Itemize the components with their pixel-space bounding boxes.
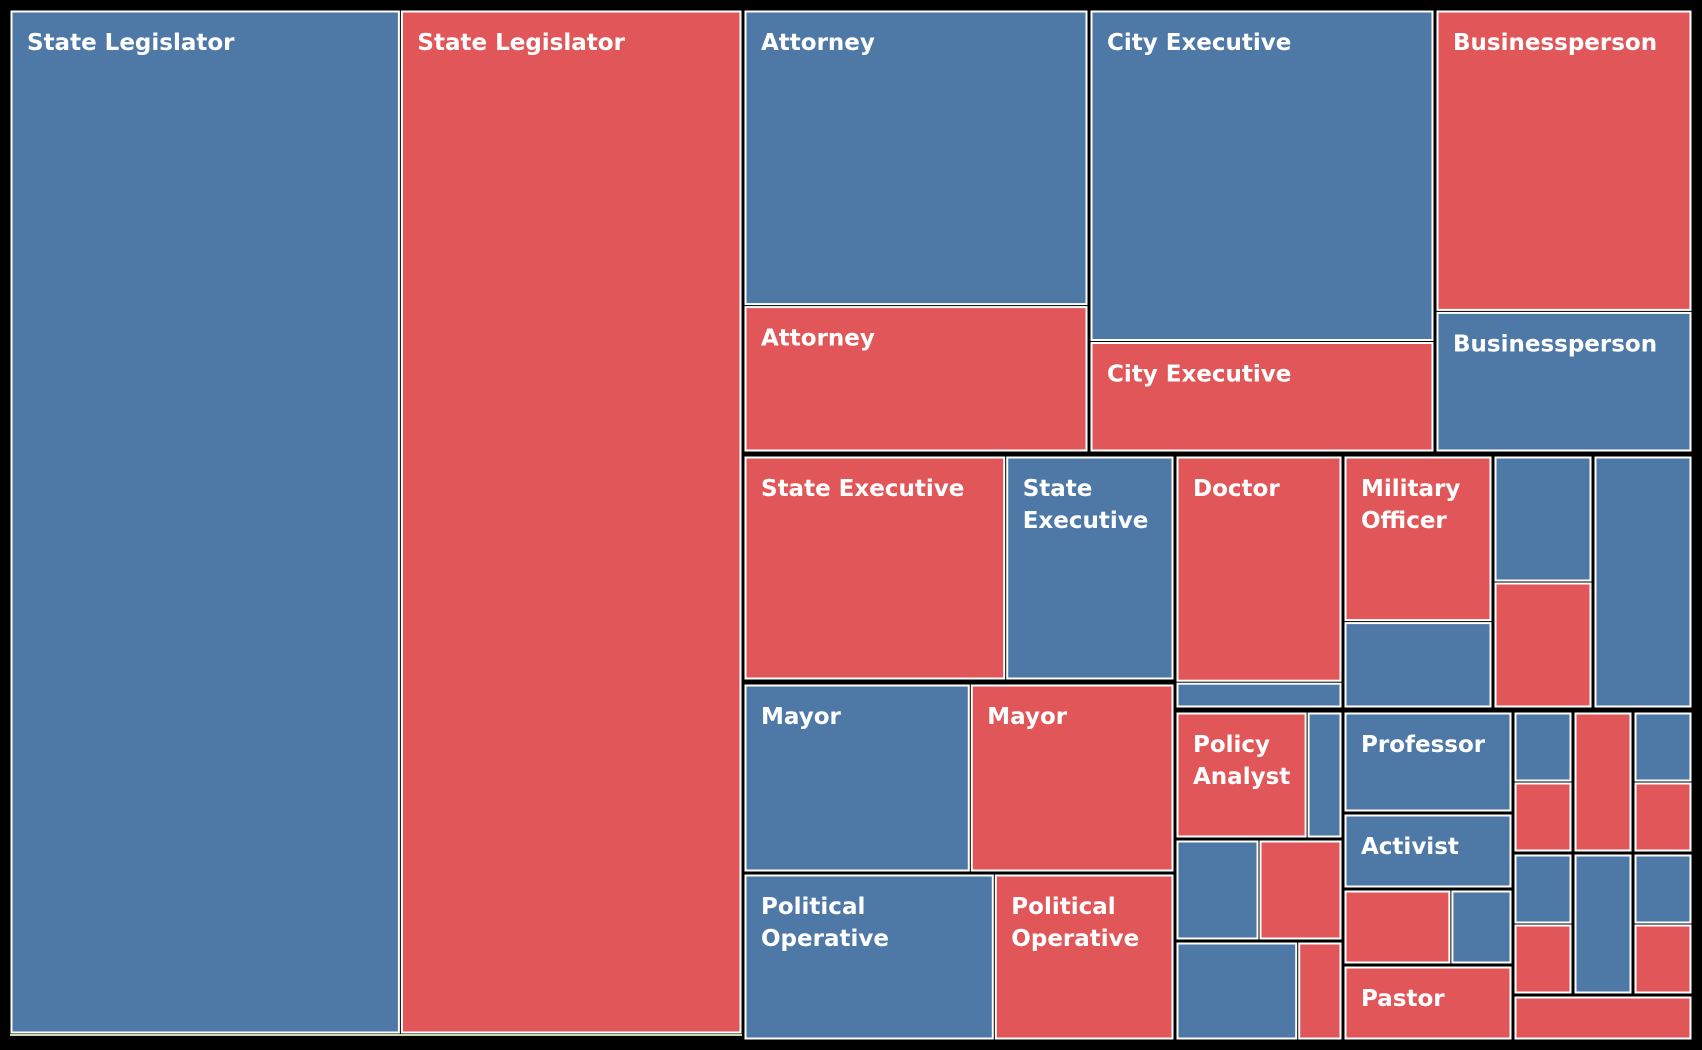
treemap-tile-unlabeled-blue[interactable] bbox=[1451, 890, 1512, 964]
treemap-tile-unlabeled-blue[interactable] bbox=[1574, 854, 1632, 994]
treemap-tile-label: Political Operative bbox=[1011, 894, 1139, 952]
treemap-tile-unlabeled-red[interactable] bbox=[1259, 840, 1342, 940]
treemap-tile-doctor-red[interactable] bbox=[1176, 456, 1342, 682]
treemap-tile-label: Attorney bbox=[761, 326, 875, 352]
treemap-tile-unlabeled-blue[interactable] bbox=[1514, 712, 1572, 782]
treemap-tile-label: State Executive bbox=[761, 476, 964, 502]
treemap-tile-city-executive-blue[interactable] bbox=[1090, 10, 1434, 341]
treemap-tile-mayor-blue[interactable] bbox=[744, 684, 970, 872]
treemap-tile-unlabeled-blue[interactable] bbox=[1494, 456, 1592, 582]
treemap-tile-label: Activist bbox=[1361, 834, 1459, 860]
treemap-tile-label: Professor bbox=[1361, 732, 1486, 758]
treemap-tile-label: State Legislator bbox=[417, 30, 625, 56]
treemap-tile-label: Businessperson bbox=[1453, 331, 1657, 357]
treemap-tile-businessperson-blue[interactable] bbox=[1436, 311, 1692, 452]
treemap-tile-attorney-blue[interactable] bbox=[744, 10, 1088, 306]
treemap-tile-label: Pastor bbox=[1361, 986, 1445, 1012]
bottom-edge-line bbox=[10, 1034, 742, 1036]
treemap-tile-mayor-red[interactable] bbox=[970, 684, 1174, 872]
treemap-tile-label: Mayor bbox=[761, 704, 841, 730]
treemap-tile-label: City Executive bbox=[1107, 362, 1291, 388]
treemap-tile-label: Mayor bbox=[987, 704, 1067, 730]
treemap-tile-businessperson-red[interactable] bbox=[1436, 10, 1692, 311]
treemap-tiles: State Legislator State Legislator Attorney… bbox=[10, 10, 1692, 1040]
treemap-tile-unlabeled-blue[interactable] bbox=[1514, 854, 1572, 924]
treemap-tile-unlabeled-blue[interactable] bbox=[1634, 854, 1692, 924]
treemap-tile-unlabeled-blue[interactable] bbox=[1634, 712, 1692, 782]
treemap-tile-unlabeled-red[interactable] bbox=[1344, 890, 1451, 964]
treemap-tile-state-executive-red[interactable] bbox=[744, 456, 1006, 680]
treemap-tile-label: Businessperson bbox=[1453, 30, 1657, 56]
treemap-tile-state-executive-blue[interactable] bbox=[1006, 456, 1174, 680]
treemap-tile-state-legislator-blue[interactable] bbox=[10, 10, 400, 1034]
treemap-tile-policy-analyst-red[interactable] bbox=[1176, 712, 1307, 838]
treemap-tile-unlabeled-red[interactable] bbox=[1574, 712, 1632, 852]
treemap-tile-label: State Legislator bbox=[27, 30, 235, 56]
treemap-tile-label: Policy Analyst bbox=[1193, 732, 1290, 790]
treemap-tile-unlabeled-red[interactable] bbox=[1298, 942, 1342, 1040]
treemap-tile-unlabeled-blue[interactable] bbox=[1176, 840, 1259, 940]
treemap-tile-label: Military Officer bbox=[1361, 476, 1460, 534]
treemap-tile-unlabeled-red[interactable] bbox=[1514, 782, 1572, 852]
treemap-tile-military-officer-red[interactable] bbox=[1344, 456, 1492, 622]
treemap-tile-label: Attorney bbox=[761, 30, 875, 56]
treemap-tile-unlabeled-red[interactable] bbox=[1634, 782, 1692, 852]
treemap-tile-city-executive-red[interactable] bbox=[1090, 342, 1434, 452]
treemap-tile-activist-blue[interactable] bbox=[1344, 814, 1512, 888]
treemap-tile-professor-blue[interactable] bbox=[1344, 712, 1512, 812]
treemap-tile-label: State Executive bbox=[1023, 476, 1149, 534]
treemap-tile-unlabeled-red[interactable] bbox=[1634, 924, 1692, 994]
treemap-tile-policy-analyst-blue[interactable] bbox=[1307, 712, 1342, 838]
treemap-tile-label: City Executive bbox=[1107, 30, 1291, 56]
treemap-tile-political-operative-red[interactable] bbox=[994, 874, 1174, 1040]
treemap-tile-military-officer-blue[interactable] bbox=[1344, 622, 1492, 708]
treemap-tile-unlabeled-red[interactable] bbox=[1494, 582, 1592, 708]
treemap-tile-label: Doctor bbox=[1193, 476, 1280, 502]
treemap-tile-unlabeled-red[interactable] bbox=[1514, 996, 1692, 1040]
treemap-tile-pastor-red[interactable] bbox=[1344, 966, 1512, 1040]
treemap-tile-attorney-red[interactable] bbox=[744, 306, 1088, 452]
treemap-tile-state-legislator-red[interactable] bbox=[400, 10, 742, 1034]
treemap-tile-label: Political Operative bbox=[761, 894, 889, 952]
treemap-tile-political-operative-blue[interactable] bbox=[744, 874, 994, 1040]
treemap-tile-unlabeled-red[interactable] bbox=[1514, 924, 1572, 994]
treemap-tile-doctor-blue[interactable] bbox=[1176, 682, 1342, 708]
treemap-tile-unlabeled-blue[interactable] bbox=[1176, 942, 1298, 1040]
treemap-tile-unlabeled-blue[interactable] bbox=[1594, 456, 1692, 708]
